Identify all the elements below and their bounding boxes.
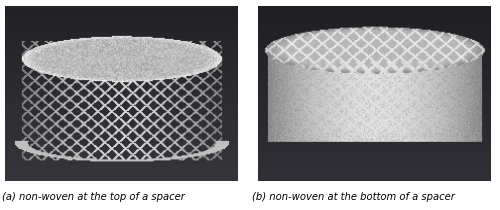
Text: (b) non-woven at the bottom of a spacer: (b) non-woven at the bottom of a spacer: [252, 192, 456, 202]
Text: (a) non-woven at the top of a spacer: (a) non-woven at the top of a spacer: [2, 192, 186, 202]
